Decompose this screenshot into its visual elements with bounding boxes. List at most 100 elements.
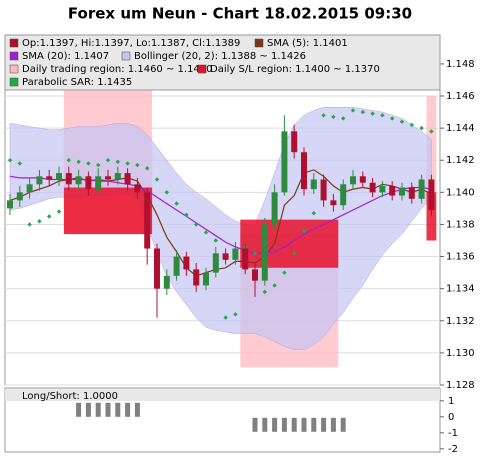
- legend-label: SMA (20): 1.1407: [22, 51, 109, 62]
- bar: [262, 417, 268, 432]
- bar: [76, 402, 82, 417]
- y-tick-label: 1.148: [446, 59, 475, 70]
- sar-dot: [380, 113, 385, 118]
- y-tick-label: 0: [448, 412, 454, 423]
- legend-swatch: [254, 38, 264, 48]
- sar-dot: [194, 222, 199, 227]
- sar-dot: [115, 159, 120, 165]
- sar-dot: [262, 289, 267, 295]
- sar-dot: [125, 161, 130, 166]
- candle-body: [359, 176, 366, 183]
- bar: [272, 417, 278, 432]
- bar: [340, 417, 346, 432]
- candle-body: [222, 253, 229, 260]
- candle-body: [291, 131, 298, 153]
- y-tick-label: 1.128: [446, 380, 475, 391]
- candle-body: [16, 192, 23, 201]
- candle-body: [242, 248, 249, 270]
- bar: [85, 402, 91, 417]
- candle-body: [26, 184, 33, 193]
- sar-dot: [321, 113, 326, 118]
- candle-body: [408, 187, 415, 199]
- sar-dot: [135, 162, 140, 168]
- sar-dot: [56, 209, 62, 214]
- candle-body: [320, 179, 327, 201]
- sar-dot: [17, 161, 22, 166]
- y-tick-label: -1: [448, 428, 458, 439]
- candle-body: [369, 182, 376, 193]
- candle-body: [105, 176, 111, 180]
- y-tick-label: 1.138: [446, 219, 475, 230]
- candle-body: [65, 173, 72, 185]
- legend-label: Bollinger (20, 2): 1.1388 ~ 1.1426: [134, 51, 306, 62]
- candle-body: [75, 176, 82, 185]
- sar-dot: [105, 158, 111, 163]
- sar-dot: [341, 116, 346, 121]
- candle-body: [95, 176, 102, 190]
- sar-dot: [7, 158, 13, 163]
- sar-dot: [154, 177, 160, 182]
- sar-dot: [331, 114, 336, 120]
- sar-dot: [27, 222, 32, 227]
- candle-body: [114, 173, 121, 180]
- sar-dot: [66, 158, 71, 163]
- candle-body: [350, 176, 356, 185]
- candle-body: [281, 131, 288, 193]
- candle-body: [154, 248, 160, 289]
- sar-dot: [37, 219, 42, 224]
- candle-body: [232, 248, 239, 260]
- legend-swatch: [9, 64, 19, 74]
- candle-body: [36, 176, 43, 185]
- sar-dot: [86, 161, 91, 166]
- sar-dot: [282, 270, 287, 275]
- candle-body: [399, 187, 405, 196]
- candle-body: [301, 152, 307, 190]
- candle-body: [183, 256, 190, 270]
- candle-body: [261, 224, 268, 281]
- y-tick-label: 1.140: [446, 187, 475, 198]
- sar-dot: [223, 315, 228, 320]
- candle-body: [56, 173, 62, 180]
- sar-dot: [96, 162, 101, 168]
- y-tick-label: 1.132: [446, 316, 475, 327]
- bar: [301, 417, 307, 432]
- legend-swatch: [9, 51, 19, 61]
- candle-body: [310, 179, 317, 190]
- sar-dot: [419, 125, 424, 131]
- main-layer: 1.128 1.130 1.132 1.134 1.136 1.138 1.140 1.142…: [5, 59, 475, 391]
- bar: [115, 402, 121, 417]
- sar-dot: [76, 159, 81, 165]
- sar-dot: [311, 211, 316, 216]
- candle-body: [124, 173, 131, 185]
- candle-body: [203, 272, 209, 286]
- legend-label: Daily S/L region: 1.1400 ~ 1.1370: [210, 64, 380, 75]
- candle-body: [340, 184, 347, 206]
- candle-body: [163, 275, 170, 289]
- candle-body: [418, 179, 425, 199]
- sar-dot: [252, 251, 258, 256]
- candle-body: [379, 185, 386, 193]
- candle-body: [7, 200, 13, 209]
- legend-swatch: [9, 77, 19, 87]
- y-tick-label: 1: [448, 396, 454, 407]
- candle-body: [134, 184, 141, 193]
- bar: [95, 402, 101, 417]
- sar-dot: [399, 119, 405, 124]
- y-tick-label: 1.136: [446, 252, 475, 263]
- bar: [252, 417, 258, 432]
- y-tick-label: 1.130: [446, 348, 475, 359]
- y-tick-label: 1.142: [446, 155, 475, 166]
- y-tick-label: 1.144: [446, 123, 475, 134]
- y-tick-label: 1.134: [446, 284, 475, 295]
- sar-dot: [213, 238, 218, 243]
- bar: [311, 417, 317, 432]
- sar-dot: [429, 129, 434, 134]
- legend-swatch: [197, 64, 207, 74]
- candle-body: [389, 185, 396, 196]
- sar-dot: [370, 111, 375, 116]
- bar: [125, 402, 131, 417]
- sar-dot: [390, 116, 395, 121]
- bar: [321, 417, 327, 432]
- y-tick-label: -2: [448, 444, 458, 455]
